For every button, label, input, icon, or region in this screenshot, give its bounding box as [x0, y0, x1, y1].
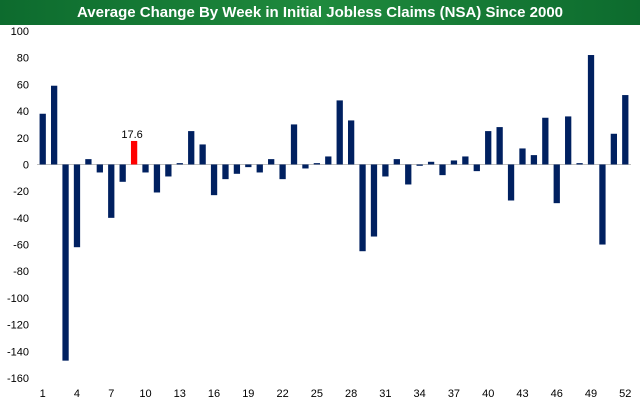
x-tick-label: 46: [551, 388, 563, 400]
bar: [165, 164, 172, 177]
y-tick-label: -140: [7, 346, 29, 358]
bar: [268, 159, 275, 165]
bar: [73, 164, 81, 248]
bar: [39, 113, 46, 165]
bar: [542, 117, 549, 165]
bar: [576, 163, 583, 165]
bar: [119, 164, 126, 182]
bar: [530, 155, 538, 165]
bar: [290, 124, 298, 165]
bar: [188, 131, 195, 165]
y-tick-label: -160: [7, 373, 29, 385]
bar: [610, 133, 618, 165]
data-labels: 17.6: [121, 129, 142, 141]
x-tick-label: 34: [414, 388, 426, 400]
bar: [108, 164, 115, 218]
bar: [382, 164, 389, 177]
bar: [416, 164, 423, 166]
bar: [279, 164, 286, 180]
bar: [485, 131, 492, 165]
bar: [222, 164, 229, 180]
x-tick-label: 10: [139, 388, 151, 400]
bar: [302, 164, 309, 169]
bar: [359, 164, 366, 252]
y-tick-label: -100: [7, 293, 29, 305]
y-tick-label: -40: [13, 213, 29, 225]
bar: [210, 164, 218, 196]
bar-highlighted: [130, 140, 138, 165]
bar: [622, 95, 629, 165]
data-label: 17.6: [121, 129, 142, 141]
bar: [233, 164, 241, 174]
bar: [519, 148, 526, 165]
bar: [325, 156, 332, 165]
x-tick-label: 43: [516, 388, 528, 400]
bar: [565, 116, 572, 165]
bar: [256, 164, 263, 173]
bar: [176, 163, 183, 165]
x-tick-label: 13: [174, 388, 186, 400]
bar: [507, 164, 515, 201]
y-tick-label: -120: [7, 320, 29, 332]
y-tick-label: 40: [17, 106, 29, 118]
bar: [336, 100, 343, 165]
chart-title: Average Change By Week in Initial Jobles…: [76, 4, 563, 21]
x-axis: 1 4 7 10 13 16 19 22 25 28 31 34 37 40 43 46 49 52: [37, 163, 631, 400]
y-tick-label: -20: [13, 186, 29, 198]
x-tick-label: 1: [40, 388, 46, 400]
x-tick-label: 37: [448, 388, 460, 400]
bar: [587, 55, 595, 165]
x-tick-label: 16: [208, 388, 220, 400]
bar: [96, 164, 103, 173]
x-tick-label: 49: [585, 388, 597, 400]
y-tick-label: 100: [11, 26, 29, 38]
x-tick-label: 28: [345, 388, 357, 400]
x-tick-label: 40: [482, 388, 494, 400]
y-tick-label: 80: [17, 53, 29, 65]
x-tick-label: 52: [619, 388, 631, 400]
bar: [599, 164, 606, 245]
bar: [62, 164, 69, 361]
y-axis: 100 80 60 40 20 0 -20 -40 -60 -80 -100 -120 -140 -160: [7, 26, 29, 385]
bar: [462, 156, 469, 165]
bar: [199, 144, 206, 165]
bar: [473, 164, 480, 172]
bar: [313, 163, 321, 165]
chart-title-bar: Average Change By Week in Initial Jobles…: [0, 0, 640, 25]
y-tick-label: -80: [13, 266, 29, 278]
bar: [153, 164, 161, 193]
bar: [347, 120, 355, 165]
bar: [427, 161, 435, 165]
bar: [439, 164, 446, 176]
x-tick-label: 19: [242, 388, 254, 400]
y-tick-label: 0: [23, 159, 29, 171]
bar: [245, 164, 252, 168]
bar: [142, 164, 149, 173]
x-tick-label: 4: [74, 388, 80, 400]
bar: [370, 164, 378, 237]
bars-group: [39, 55, 629, 361]
bar: [50, 85, 58, 165]
bar: [85, 159, 92, 165]
x-tick-label: 31: [379, 388, 391, 400]
y-tick-label: 60: [17, 79, 29, 91]
bar: [496, 127, 503, 165]
bar: [405, 164, 412, 185]
bar: [553, 164, 560, 204]
bar: [393, 159, 400, 165]
bar: [450, 160, 458, 165]
x-tick-label: 22: [276, 388, 288, 400]
y-tick-label: -60: [13, 240, 29, 252]
x-tick-label: 7: [108, 388, 114, 400]
x-tick-label: 25: [311, 388, 323, 400]
y-tick-label: 20: [17, 133, 29, 145]
